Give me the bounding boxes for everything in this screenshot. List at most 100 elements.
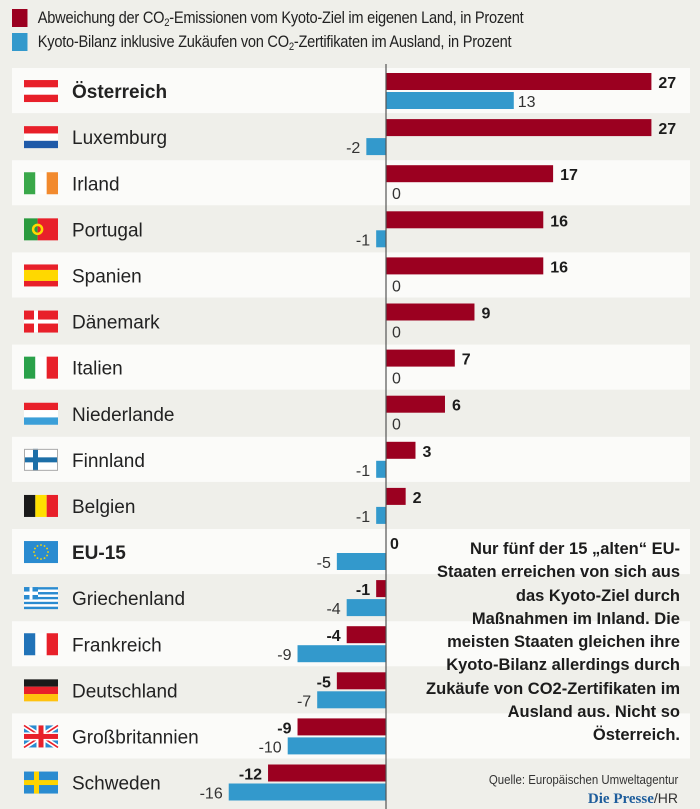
stripe [24,604,58,607]
credit-separator: / [653,790,658,806]
cross [24,319,58,324]
chart-row: Deutschland -5 -7 [24,672,386,710]
bar-domestic [386,165,554,183]
bar-domestic [386,73,652,90]
bar-domestic [336,672,386,690]
bar-certificates [366,138,386,156]
stripe [46,494,58,517]
emblem [31,223,44,236]
star [40,558,42,560]
bar-domestic [386,211,544,229]
row-background [12,344,690,390]
category-label: Griechenland [72,589,185,610]
data-label-domestic: -4 [326,628,340,645]
stripe [46,633,58,656]
bar-certificates [376,460,386,478]
chart-row: Niederlande 6 0 [24,395,461,434]
legend-swatch-blue [12,33,28,51]
data-label-domestic: 16 [550,213,568,230]
uk-flag [22,723,60,750]
stripe [24,269,58,281]
category-label: EU-15 [72,543,126,564]
credit: Die Presse/HR [588,790,678,808]
star [43,545,46,547]
stripe [35,172,47,195]
eu-flag [24,541,58,564]
star [36,557,39,560]
luxembourg-flag [24,126,58,149]
row-background [12,160,690,206]
legend-swatch-red [12,9,28,27]
data-label-certificates: -5 [317,555,331,572]
denmark-flag [24,310,58,333]
category-label: Österreich [72,82,167,103]
data-label-certificates: 0 [392,371,401,388]
data-label-certificates: -2 [346,140,360,157]
bar-domestic [376,580,386,598]
sweden-flag [24,771,58,794]
category-label: Schweden [72,774,161,795]
data-label-certificates: 0 [392,186,401,203]
data-label-domestic: 0 [390,536,399,553]
category-label: Großbritannien [72,727,199,748]
stripe [24,264,58,270]
data-label-certificates: -16 [200,786,223,803]
belgium-flag [24,494,58,517]
cross [24,733,58,739]
data-label-domestic: 27 [658,121,676,138]
stripe [24,494,36,517]
bar-domestic [346,626,386,644]
bar-certificates [346,599,386,617]
bar-certificates [228,783,386,801]
data-label-domestic: 7 [462,352,471,369]
category-label: Portugal [72,220,143,241]
chart-row: Griechenland -1 -4 [24,580,386,618]
data-label-certificates: -1 [356,509,370,526]
ireland-flag [24,172,58,195]
austria-flag [24,80,58,103]
annotation-note: Nur fünf der 15 „alten“ EU-Staaten errei… [426,540,680,745]
greece-flag [24,587,58,610]
stripe [24,679,58,687]
stripe [24,87,58,95]
category-label: Luxemburg [72,128,167,149]
bar-certificates [297,645,386,663]
bar-domestic [386,349,455,367]
bar-domestic [297,718,386,736]
bar-domestic [386,119,652,137]
category-label: Italien [72,359,123,380]
stripe [24,599,58,602]
star [34,554,36,557]
source-label: Quelle: Europäischen Umweltagentur [488,772,678,787]
stripe [24,80,58,88]
legend-label: Abweichung der CO2-Emissionen vom Kyoto-… [37,8,524,29]
stripe [35,356,47,379]
data-label-domestic: 9 [481,306,490,323]
stripe [24,606,58,610]
chart-row: Belgien 2 -1 [24,487,422,526]
chart-row: Österreich 27 13 [12,68,690,114]
category-label: Spanien [72,266,142,287]
data-label-domestic: -12 [239,767,262,784]
stripe [24,218,38,241]
bar-certificates [336,553,386,570]
data-label-certificates: -10 [259,739,282,756]
stripe [24,402,58,411]
portugal-flag [24,218,58,241]
bar-certificates [376,230,386,248]
row-background [12,252,690,298]
data-label-domestic: 17 [560,167,578,184]
stripe [24,633,36,656]
france-flag [24,633,58,656]
data-label-domestic: 16 [550,259,568,276]
category-label: Belgien [72,497,135,518]
bar-domestic [386,303,475,321]
stripe [24,589,58,593]
data-label-certificates: 0 [392,417,401,434]
netherlands-flag [24,402,58,425]
stripe [24,686,58,695]
star [43,557,46,560]
chart-row: Luxemburg 27 -2 [24,119,676,157]
chart-row: EU-15 0 -5 [12,529,690,575]
data-label-certificates: 0 [392,325,401,342]
